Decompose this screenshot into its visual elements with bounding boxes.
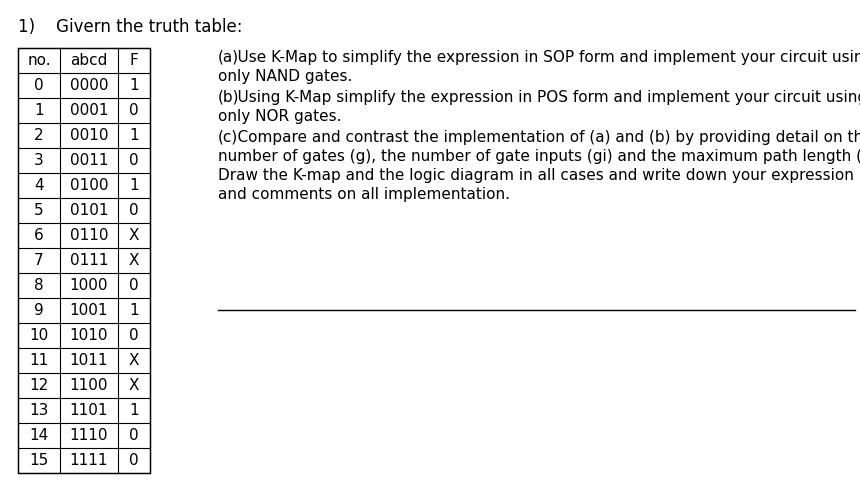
Text: 1)    Givern the truth table:: 1) Givern the truth table: bbox=[18, 18, 243, 36]
Text: 1: 1 bbox=[129, 178, 138, 193]
Text: 1: 1 bbox=[129, 128, 138, 143]
Text: 0100: 0100 bbox=[70, 178, 108, 193]
Text: only NAND gates.: only NAND gates. bbox=[218, 69, 353, 84]
Text: 13: 13 bbox=[29, 403, 49, 418]
Text: 0: 0 bbox=[129, 328, 138, 343]
Text: X: X bbox=[129, 353, 139, 368]
Text: 9: 9 bbox=[34, 303, 44, 318]
Text: 1111: 1111 bbox=[70, 453, 108, 468]
Text: 10: 10 bbox=[29, 328, 49, 343]
Text: number of gates (g), the number of gate inputs (gi) and the maximum path length : number of gates (g), the number of gate … bbox=[218, 149, 860, 164]
Text: 0: 0 bbox=[129, 103, 138, 118]
Text: 1100: 1100 bbox=[70, 378, 108, 393]
Text: and comments on all implementation.: and comments on all implementation. bbox=[218, 187, 510, 202]
Text: 1001: 1001 bbox=[70, 303, 108, 318]
Text: no.: no. bbox=[28, 53, 51, 68]
Text: Draw the K-map and the logic diagram in all cases and write down your expression: Draw the K-map and the logic diagram in … bbox=[218, 168, 860, 183]
Text: abcd: abcd bbox=[71, 53, 108, 68]
Text: 0: 0 bbox=[34, 78, 44, 93]
Text: 1010: 1010 bbox=[70, 328, 108, 343]
Text: Use K-Map to simplify the expression in SOP form and implement your circuit usin: Use K-Map to simplify the expression in … bbox=[218, 50, 860, 65]
Text: (b): (b) bbox=[218, 90, 239, 105]
Text: 4: 4 bbox=[34, 178, 44, 193]
Text: 0101: 0101 bbox=[70, 203, 108, 218]
Text: 0: 0 bbox=[129, 153, 138, 168]
Text: 0000: 0000 bbox=[70, 78, 108, 93]
Text: 1: 1 bbox=[129, 403, 138, 418]
Text: X: X bbox=[129, 228, 139, 243]
Text: 6: 6 bbox=[34, 228, 44, 243]
Text: 15: 15 bbox=[29, 453, 49, 468]
Text: 1: 1 bbox=[34, 103, 44, 118]
Text: 0011: 0011 bbox=[70, 153, 108, 168]
Text: X: X bbox=[129, 253, 139, 268]
Text: 5: 5 bbox=[34, 203, 44, 218]
Text: 2: 2 bbox=[34, 128, 44, 143]
Text: 1110: 1110 bbox=[70, 428, 108, 443]
Text: 0: 0 bbox=[129, 453, 138, 468]
Text: 11: 11 bbox=[29, 353, 49, 368]
Text: 12: 12 bbox=[29, 378, 49, 393]
Text: only NOR gates.: only NOR gates. bbox=[218, 109, 341, 124]
Text: 3: 3 bbox=[34, 153, 44, 168]
Text: 1: 1 bbox=[129, 78, 138, 93]
Text: 1: 1 bbox=[129, 303, 138, 318]
Text: 1011: 1011 bbox=[70, 353, 108, 368]
Text: Compare and contrast the implementation of (a) and (b) by providing detail on th: Compare and contrast the implementation … bbox=[218, 130, 860, 145]
Text: 1101: 1101 bbox=[70, 403, 108, 418]
Bar bbox=[18, 48, 150, 473]
Text: 14: 14 bbox=[29, 428, 49, 443]
Text: X: X bbox=[129, 378, 139, 393]
Text: Using K-Map simplify the expression in POS form and implement your circuit using: Using K-Map simplify the expression in P… bbox=[218, 90, 860, 105]
Text: 0001: 0001 bbox=[70, 103, 108, 118]
Text: 0111: 0111 bbox=[70, 253, 108, 268]
Text: 8: 8 bbox=[34, 278, 44, 293]
Text: 0110: 0110 bbox=[70, 228, 108, 243]
Text: F: F bbox=[130, 53, 138, 68]
Text: 0: 0 bbox=[129, 278, 138, 293]
Text: (c): (c) bbox=[218, 130, 238, 145]
Text: 7: 7 bbox=[34, 253, 44, 268]
Text: (a): (a) bbox=[218, 50, 239, 65]
Text: 0: 0 bbox=[129, 203, 138, 218]
Text: 1000: 1000 bbox=[70, 278, 108, 293]
Text: 0: 0 bbox=[129, 428, 138, 443]
Text: 0010: 0010 bbox=[70, 128, 108, 143]
